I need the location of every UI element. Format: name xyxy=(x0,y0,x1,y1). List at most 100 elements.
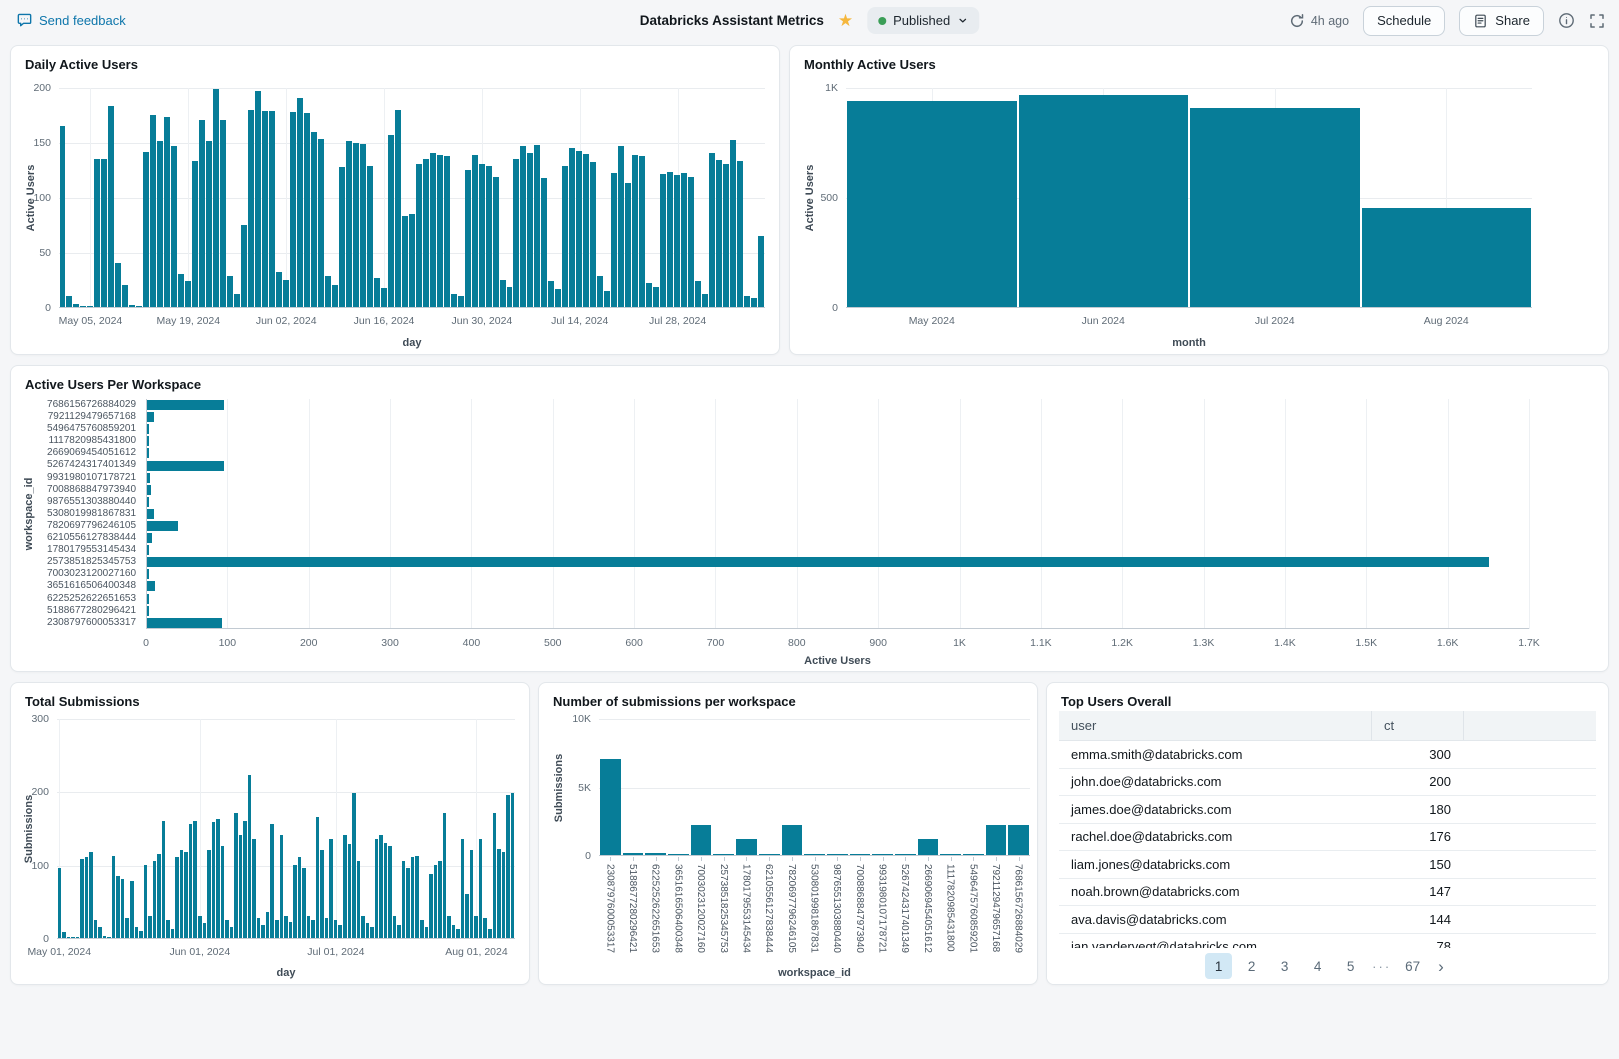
gridline xyxy=(227,399,229,629)
user-cell: rachel.doe@databricks.com xyxy=(1071,829,1233,845)
bar xyxy=(716,159,723,307)
bar xyxy=(306,916,311,938)
bar xyxy=(147,581,156,592)
bar xyxy=(66,936,71,938)
bar xyxy=(147,508,154,519)
bar xyxy=(471,155,478,307)
bar xyxy=(442,813,447,938)
schedule-button[interactable]: Schedule xyxy=(1363,5,1446,36)
x-axis-tick: 7008868847973940 xyxy=(853,864,865,953)
x-axis-tick: May 19, 2024 xyxy=(156,315,221,327)
pagination-page-1[interactable]: 1 xyxy=(1205,953,1233,979)
bar xyxy=(456,929,460,938)
x-axis-tick: Jun 2024 xyxy=(1081,315,1125,327)
bar xyxy=(576,150,583,307)
bar xyxy=(147,400,225,411)
bar xyxy=(690,824,712,855)
y-axis-tick: 0 xyxy=(585,850,591,862)
axis-tick xyxy=(769,857,771,861)
fullscreen-icon[interactable] xyxy=(1589,13,1605,29)
count-cell: 180 xyxy=(1429,801,1451,817)
bar xyxy=(134,927,139,938)
bar xyxy=(625,182,632,307)
y-axis-tick: 5496475760859201 xyxy=(47,423,136,435)
bar xyxy=(188,824,193,938)
bar xyxy=(192,160,199,307)
pagination-page-4[interactable]: 4 xyxy=(1313,958,1322,974)
bar xyxy=(147,448,149,459)
refresh-control[interactable]: 4h ago xyxy=(1289,13,1349,29)
pagination-page-3[interactable]: 3 xyxy=(1280,958,1289,974)
column-header-user[interactable]: user xyxy=(1071,718,1097,733)
user-cell: james.doe@databricks.com xyxy=(1071,801,1232,817)
pagination-page-5[interactable]: 5 xyxy=(1346,958,1355,974)
last-refresh-label: 4h ago xyxy=(1310,13,1350,28)
monthly-active-users-chart: 1K 500 0 May 2024 Jun 2024 Jul 2024 Aug 2024 mo… xyxy=(790,74,1608,354)
y-axis-label: Submissions xyxy=(23,794,35,864)
x-axis-tick: 800 xyxy=(788,637,806,649)
gridline xyxy=(476,719,478,939)
bar xyxy=(492,813,497,938)
bar xyxy=(265,912,270,938)
bar xyxy=(611,172,618,307)
axis-tick xyxy=(791,857,793,861)
bar xyxy=(147,520,178,531)
bar xyxy=(170,929,175,938)
bar xyxy=(415,164,422,307)
card-monthly-active-users: Monthly Active Users 1K 500 0 May 2024 Jun 2… xyxy=(789,45,1609,355)
bar xyxy=(216,819,220,938)
pagination-page-2[interactable]: 2 xyxy=(1247,958,1256,974)
bar xyxy=(380,288,387,307)
gridline xyxy=(390,399,392,629)
y-axis-tick: 50 xyxy=(39,247,51,259)
info-icon[interactable] xyxy=(1558,12,1575,29)
y-axis-tick: 7686156726884029 xyxy=(47,399,136,410)
share-button[interactable]: Share xyxy=(1459,5,1544,36)
bar xyxy=(71,937,75,938)
x-axis-tick: 3651616506400348 xyxy=(672,864,684,953)
bar xyxy=(622,852,644,855)
bar xyxy=(713,854,735,855)
gridline xyxy=(796,399,798,629)
bar xyxy=(963,854,984,855)
bar xyxy=(185,280,192,307)
bar xyxy=(730,139,736,307)
bar xyxy=(338,167,345,307)
bar xyxy=(164,116,171,307)
bar xyxy=(279,835,284,938)
axis-tick xyxy=(746,857,748,861)
bar-row xyxy=(147,568,1529,580)
y-axis-tick: 6225252622651653 xyxy=(47,592,136,604)
bar xyxy=(356,861,361,938)
bar xyxy=(147,605,150,616)
bar-row xyxy=(147,580,1529,592)
pagination-page-67[interactable]: 67 xyxy=(1405,958,1421,974)
favorite-star-icon[interactable]: ★ xyxy=(837,11,854,30)
axis-tick xyxy=(723,857,725,861)
bar xyxy=(288,921,293,938)
bar xyxy=(276,271,282,307)
bar xyxy=(238,835,243,938)
send-feedback-link[interactable]: Send feedback xyxy=(16,12,126,29)
publish-status-dropdown[interactable]: Published xyxy=(867,7,980,34)
bar xyxy=(255,91,262,307)
gridline xyxy=(1529,399,1530,629)
bar xyxy=(352,143,359,307)
count-cell: 144 xyxy=(1429,911,1451,927)
gridline xyxy=(634,399,636,629)
gridline xyxy=(959,399,961,629)
bar xyxy=(289,112,296,307)
bar xyxy=(646,282,653,307)
y-axis-tick: 100 xyxy=(33,192,51,204)
bar xyxy=(374,839,379,938)
column-header-ct[interactable]: ct xyxy=(1371,711,1463,740)
bar xyxy=(750,298,757,307)
gridline xyxy=(59,143,765,144)
pagination-next-icon[interactable]: › xyxy=(1438,956,1444,976)
bar xyxy=(513,158,520,307)
bar xyxy=(202,923,207,938)
chart-title-submissions-per-workspace: Number of submissions per workspace xyxy=(553,694,796,709)
bar xyxy=(293,864,297,938)
x-axis-tick: 1K xyxy=(953,637,966,649)
bar xyxy=(241,224,248,307)
